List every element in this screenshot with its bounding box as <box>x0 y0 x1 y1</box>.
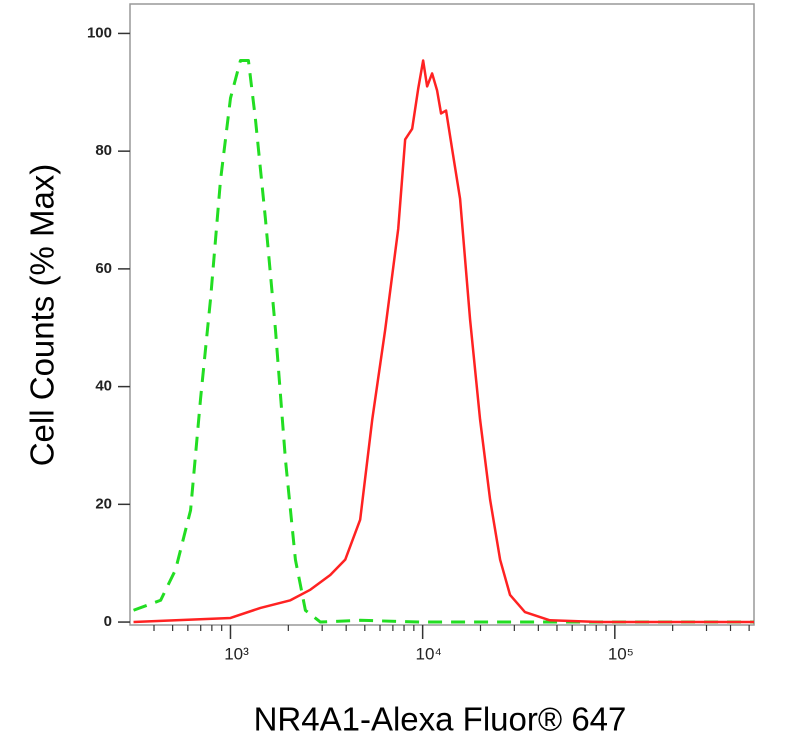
x-tick-label: 10⁴ <box>416 644 442 663</box>
x-tick-label: 10³ <box>224 644 249 663</box>
y-tick-label: 20 <box>95 495 112 512</box>
plot-frame <box>129 3 755 626</box>
y-tick-label: 40 <box>95 378 112 395</box>
histogram-line <box>133 59 754 624</box>
y-tick-label: 60 <box>95 260 112 277</box>
histogram-line <box>133 59 754 624</box>
plot-area <box>133 59 754 624</box>
x-tick-label: 10⁵ <box>608 644 634 663</box>
x-axis-title: NR4A1-Alexa Fluor® 647 <box>254 701 627 738</box>
y-tick-label: 0 <box>104 613 112 630</box>
y-tick-label: 80 <box>95 142 112 159</box>
y-axis-title: Cell Counts (% Max) <box>24 164 61 467</box>
y-tick-label: 100 <box>87 24 112 41</box>
